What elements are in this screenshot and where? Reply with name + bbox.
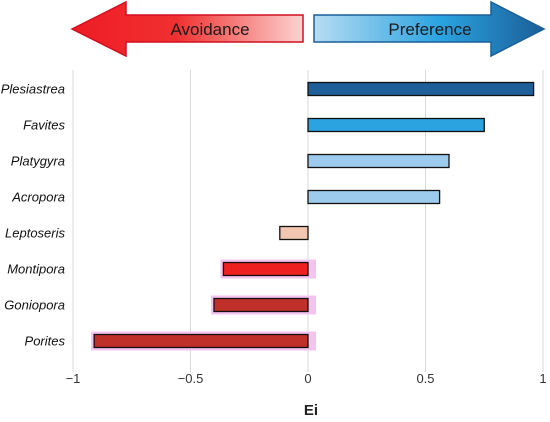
category-label: Acropora [11,190,65,205]
bar-acropora [307,189,441,205]
bar-montipora [222,261,309,277]
category-label: Montipora [7,262,65,277]
bar-porites [93,333,309,349]
x-tick-label: −0.5 [178,371,204,386]
avoidance-arrow-label: Avoidance [170,20,249,39]
x-axis-label: Ei [304,402,318,419]
category-label: Porites [25,334,66,349]
x-tick-label: 0.5 [416,371,434,386]
preference-arrow: Preference [313,0,546,58]
bar-leptoseris [279,225,309,241]
category-label: Goniopora [4,298,65,313]
bar-goniopora [213,297,309,313]
category-labels: Plesiastrea Favites Platygyra Acropora Lepto… [1,82,66,349]
category-label: Favites [23,118,65,133]
preference-arrow-shape [313,0,546,58]
x-tick-label: 1 [539,371,546,386]
x-tick-label: 0 [304,371,311,386]
avoidance-arrow-shape [70,0,304,58]
x-tick-label: −1 [66,371,81,386]
bars [91,81,535,351]
x-tick-labels: −1 −0.5 0 0.5 1 [66,371,547,386]
category-label: Leptoseris [5,226,65,241]
category-label: Plesiastrea [1,82,65,97]
preference-arrow-label: Preference [388,20,471,39]
gridlines [72,70,544,372]
bar-plesiastrea [307,81,535,97]
category-label: Platygyra [11,154,65,169]
bar-platygyra [307,153,450,169]
bar-favites [307,117,485,133]
avoidance-arrow: Avoidance [70,0,304,58]
